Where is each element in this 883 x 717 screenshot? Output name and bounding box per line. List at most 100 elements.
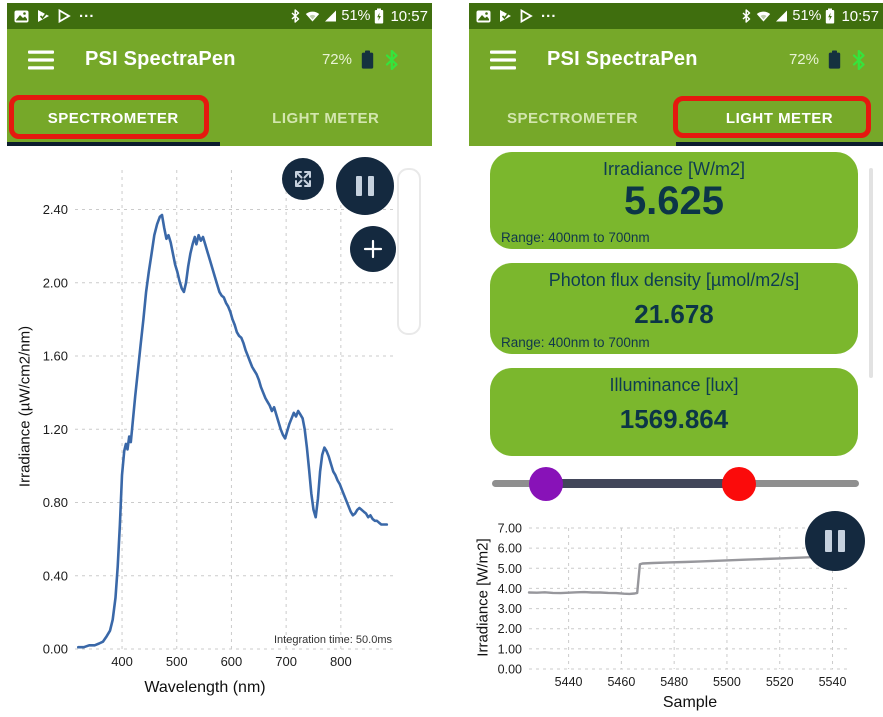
svg-text:4.00: 4.00 (498, 582, 522, 596)
svg-text:5.00: 5.00 (498, 562, 522, 576)
phone-left-spectrometer: ... 51% 10:57 PSI SpectraPen 72% SPECTRO… (7, 3, 432, 715)
status-battery-percent: 51% (341, 8, 371, 24)
svg-text:2.00: 2.00 (498, 622, 522, 636)
app-title: PSI SpectraPen (547, 48, 698, 70)
slider-handle-min[interactable] (529, 467, 563, 501)
signal-icon (776, 10, 788, 22)
svg-text:3.00: 3.00 (498, 602, 522, 616)
phone-right-light-meter: ... 51% 10:57 PSI SpectraPen 72% SPECTRO… (469, 3, 883, 715)
play-store-icon (38, 10, 49, 22)
tab-spectrometer[interactable]: SPECTROMETER (47, 109, 179, 127)
photon-flux-card: Photon flux density [µmol/m2/s] 21.678 R… (490, 263, 858, 354)
device-status: 72% (321, 49, 400, 70)
gallery-icon (14, 10, 29, 22)
svg-text:400: 400 (111, 654, 133, 669)
card-value: 21.678 (634, 299, 714, 329)
svg-text:1.60: 1.60 (43, 349, 68, 364)
svg-text:5520: 5520 (766, 675, 794, 689)
status-battery-percent: 51% (792, 8, 822, 24)
play-arrow-icon (520, 9, 533, 23)
play-arrow-icon (58, 9, 71, 23)
card-range: Range: 400nm to 700nm (501, 230, 650, 245)
svg-text:5460: 5460 (607, 675, 635, 689)
pause-icon (356, 176, 374, 196)
status-bar: ... 51% 10:57 (469, 3, 883, 29)
svg-text:700: 700 (275, 654, 297, 669)
svg-text:5440: 5440 (555, 675, 583, 689)
svg-text:0.00: 0.00 (43, 642, 68, 657)
svg-text:800: 800 (330, 654, 352, 669)
device-battery-icon (828, 50, 841, 69)
svg-text:7.00: 7.00 (498, 522, 522, 536)
app-title: PSI SpectraPen (85, 48, 236, 70)
card-title: Photon flux density [µmol/m2/s] (548, 270, 800, 290)
svg-text:5480: 5480 (660, 675, 688, 689)
x-axis-label: Sample (662, 694, 718, 711)
bluetooth-icon (742, 9, 751, 23)
card-title: Irradiance [W/m2] (602, 159, 746, 179)
y-axis-label: Irradiance [W/m2] (474, 538, 492, 657)
device-battery-percent: 72% (788, 51, 819, 68)
gallery-icon (476, 10, 491, 22)
slider-active-range (546, 479, 739, 488)
svg-text:2.00: 2.00 (43, 275, 68, 290)
clock-time: 10:57 (841, 7, 879, 25)
fullscreen-button[interactable] (282, 158, 324, 200)
tab-indicator (676, 142, 883, 146)
illuminance-card: Illuminance [lux] 1569.864 (490, 368, 858, 456)
tab-light-meter[interactable]: LIGHT METER (272, 109, 380, 127)
tab-indicator (7, 142, 220, 146)
pause-button[interactable] (805, 511, 865, 571)
device-battery-icon (361, 50, 374, 69)
bluetooth-connected-icon (852, 49, 865, 70)
status-bar-indicators: 51% 10:57 (740, 8, 879, 25)
fullscreen-icon (295, 171, 311, 187)
bluetooth-icon (291, 9, 300, 23)
play-store-icon (500, 10, 511, 22)
device-battery-percent: 72% (321, 51, 352, 68)
slider-handle-max[interactable] (722, 467, 756, 501)
battery-charging-icon (375, 8, 384, 24)
device-status: 72% (788, 49, 867, 70)
svg-text:5500: 5500 (713, 675, 741, 689)
status-bar-notifications: ... (476, 5, 557, 23)
wifi-icon (306, 11, 320, 22)
svg-text:6.00: 6.00 (498, 542, 522, 556)
pause-icon (825, 530, 845, 552)
annotation-highlight-spectrometer-tab (9, 95, 209, 139)
status-bar: ... 51% 10:57 (7, 3, 432, 29)
add-button[interactable] (350, 226, 396, 272)
page-scrollbar[interactable] (869, 168, 873, 378)
signal-icon (325, 10, 337, 22)
hamburger-menu-icon[interactable] (490, 50, 516, 70)
hamburger-menu-icon[interactable] (28, 50, 54, 70)
wifi-icon (757, 11, 771, 22)
metric-cards: Irradiance [W/m2] 5.625 Range: 400nm to … (490, 152, 858, 456)
svg-text:1.20: 1.20 (43, 422, 68, 437)
card-range: Range: 400nm to 700nm (501, 335, 650, 350)
svg-text:Integration time: 50.0ms: Integration time: 50.0ms (274, 634, 393, 646)
svg-text:5540: 5540 (819, 675, 847, 689)
tab-light-meter[interactable]: LIGHT METER (725, 109, 834, 127)
battery-charging-icon (826, 8, 835, 24)
app-bar: PSI SpectraPen 72% (469, 29, 883, 90)
annotation-highlight-light-meter-tab (673, 96, 871, 138)
card-value: 5.625 (623, 179, 725, 223)
tab-spectrometer[interactable]: SPECTROMETER (506, 109, 638, 127)
pause-button[interactable] (336, 157, 394, 215)
more-notifications-icon: ... (79, 4, 95, 21)
svg-text:0.80: 0.80 (43, 495, 68, 510)
chart-scrollbar[interactable] (397, 168, 421, 335)
spectrum-chart: 0.00 0.40 0.80 1.20 1.60 2.00 2.40 400 500 600 700… (43, 170, 395, 669)
svg-text:0.40: 0.40 (43, 568, 68, 583)
status-bar-notifications: ... (14, 4, 95, 23)
bluetooth-connected-icon (385, 49, 398, 70)
samples-chart: 0.00 1.00 2.00 3.00 4.00 5.00 6.00 7.00 5440 5460… (498, 522, 853, 689)
plus-icon (363, 239, 383, 259)
x-axis-label: Wavelength (nm) (144, 679, 266, 696)
irradiance-card: Irradiance [W/m2] 5.625 Range: 400nm to … (490, 152, 858, 249)
clock-time: 10:57 (390, 7, 428, 25)
svg-text:500: 500 (166, 654, 188, 669)
status-bar-indicators: 51% 10:57 (289, 8, 428, 25)
